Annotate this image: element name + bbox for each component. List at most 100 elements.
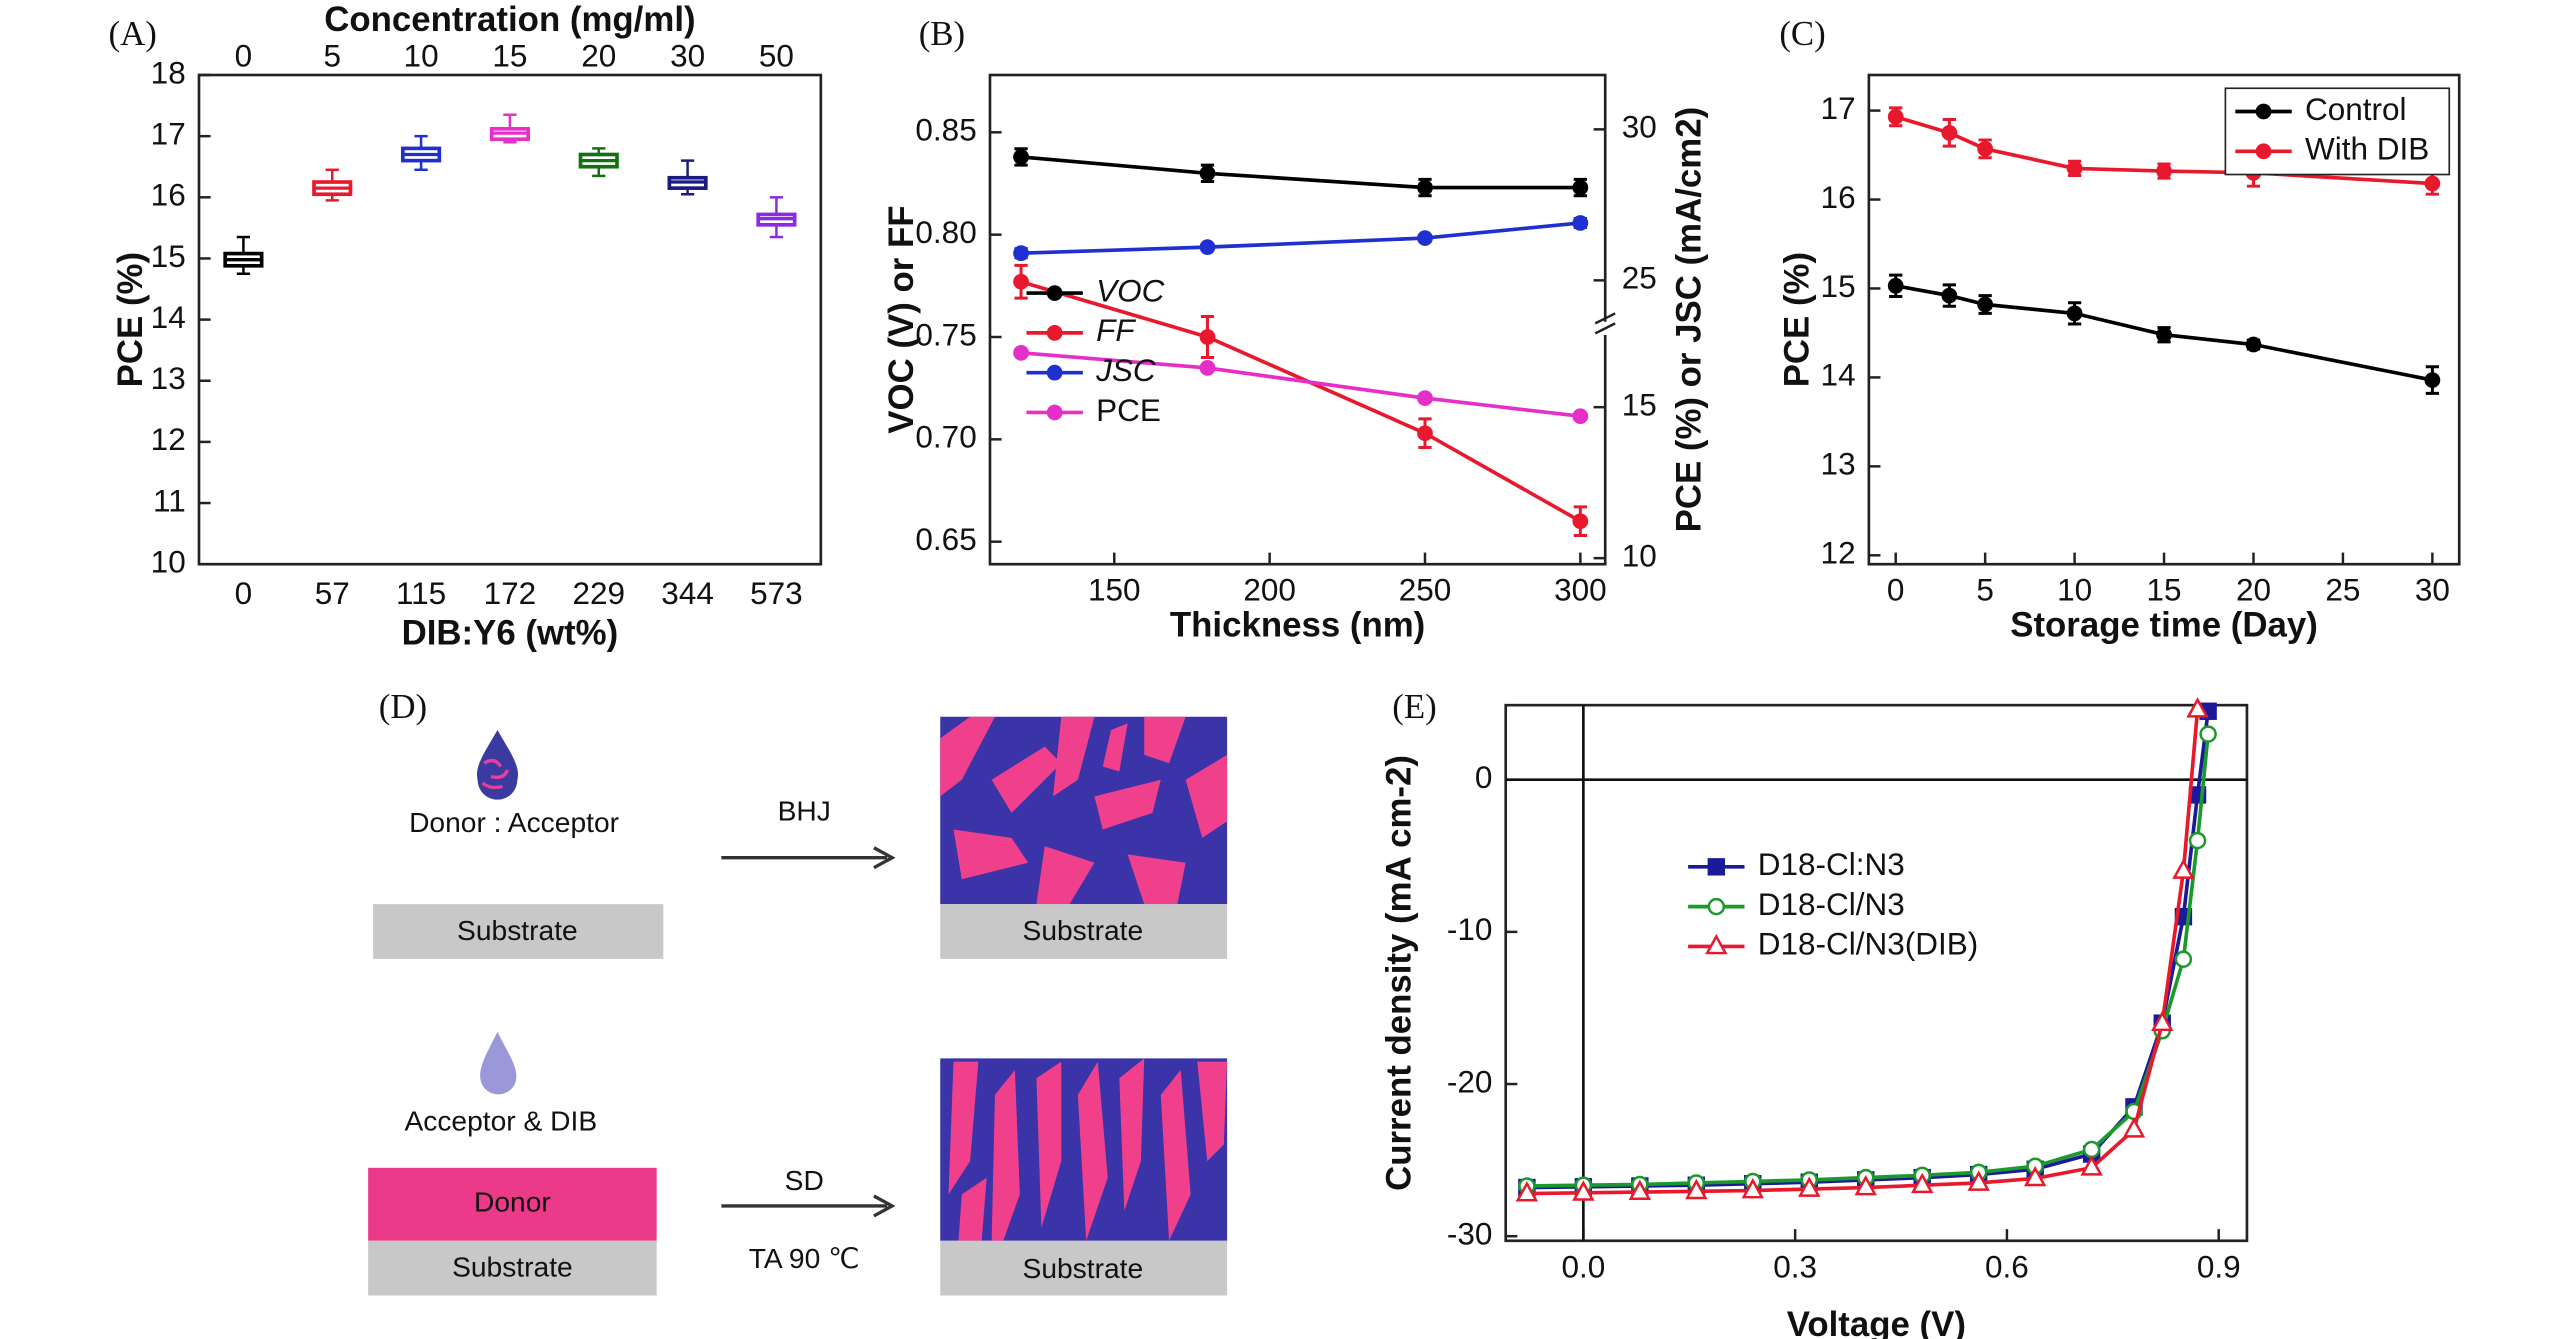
marker [2156,163,2172,179]
y2-tick-label: 15 [1622,387,1657,423]
y-tick-label: 15 [151,238,186,274]
marker [1572,408,1589,425]
y-tick-label: 16 [1821,179,1856,215]
marker [2424,175,2441,192]
marker [2255,143,2272,160]
plot-frame [197,73,823,566]
marker [1572,513,1589,530]
panel-label: (A) [108,14,156,53]
y-tick-label: 0.65 [915,521,976,557]
legend-label: D18-Cl/N3 [1758,886,1905,922]
marker [1046,324,1063,341]
top-tick-label: 50 [759,38,794,74]
marker [2066,160,2083,177]
top-tick-label: 30 [670,38,705,74]
substrate-label: Substrate [457,914,578,946]
top-axis-title: Concentration (mg/ml) [324,0,695,39]
x-tick-label: 0.6 [1985,1248,2029,1284]
series-line [1020,155,1581,190]
donor-label: Donor [474,1186,551,1218]
marker [2122,1117,2146,1138]
marker [1199,360,1216,376]
substrate [940,1240,1228,1296]
marker [1013,344,1029,361]
marker [1967,1170,1990,1191]
x-tick-label: 20 [2236,572,2271,608]
marker [1572,179,1589,196]
plot-frame [1504,703,2249,1243]
arrow-sublabel: TA 90 ℃ [749,1242,860,1274]
marker [2174,950,2193,968]
domains [948,1058,1228,1241]
top-tick-label: 15 [492,38,527,74]
donor-layer [368,1167,657,1241]
x-tick-label: 0 [1887,572,1905,608]
marker [1941,287,1958,304]
plot-frame [988,73,1607,566]
x-tick-label: 200 [1243,572,1296,608]
marker [1417,390,1433,406]
top-tick-label: 5 [323,38,341,74]
arrow-head [873,846,896,870]
y2-tick-label: 10 [1622,537,1657,573]
x-tick-label: 0.3 [1773,1248,1817,1284]
x-tick-label: 172 [484,575,537,611]
top-tick-label: 0 [235,38,253,74]
y-tick-label: 12 [151,421,186,457]
marker [1887,277,1904,294]
marker [1417,179,1433,196]
marker [2151,1010,2174,1032]
marker [2424,372,2441,388]
series-line [1020,351,1581,419]
marker [1741,1178,1765,1199]
y-tick-label: 14 [151,299,186,335]
y-axis-label: VOC (V) or FF [882,206,921,434]
legend-box [2224,87,2451,176]
x-axis-label: Voltage (V) [1787,1305,1966,1339]
diagram: (D) Donor : Acceptor Substrate BHJ Subst… [368,687,1228,1296]
marker [2082,1140,2101,1159]
y-tick-label: -10 [1447,911,1493,947]
substrate-label: Substrate [1023,914,1144,946]
marker [2199,725,2217,743]
y-tick-label: -30 [1447,1216,1493,1252]
marker [1854,1174,1877,1196]
substrate [368,1240,657,1296]
marker [2066,305,2083,322]
marker [1199,239,1216,256]
legend-label: D18-Cl:N3 [1758,846,1905,882]
marker [2186,697,2209,718]
marker [1013,245,1029,262]
marker [1046,404,1063,421]
x-tick-label: 573 [750,575,803,611]
drop [480,1031,517,1095]
drop-label: Acceptor & DIB [404,1104,597,1136]
x-tick-label: 250 [1399,572,1452,608]
marker [1515,1181,1539,1202]
marker [1199,329,1216,345]
x-tick-label: 150 [1088,572,1141,608]
marker [1707,897,1726,916]
legend-label: PCE [1096,392,1161,428]
y-tick-label: 12 [1821,535,1856,571]
series-line [1020,279,1582,523]
marker [2023,1165,2047,1187]
marker [2080,1155,2103,1176]
legend-label: JSC [1095,352,1156,388]
x-tick-label: 0 [235,575,253,611]
y-tick-label: -20 [1447,1063,1493,1099]
marker [2245,336,2262,353]
top-tick-label: 20 [581,38,616,74]
marker [2172,858,2195,879]
drop-pattern [481,758,510,790]
marker [1572,1180,1595,1201]
marker [1910,1172,1934,1194]
marker [1417,425,1433,442]
marker [1013,273,1029,290]
legend-label: Control [2305,91,2407,127]
panel-label: (D) [379,687,427,726]
series-line [1526,711,2210,1190]
panel-label: (E) [1392,687,1436,726]
arrow-label: BHJ [778,794,831,826]
